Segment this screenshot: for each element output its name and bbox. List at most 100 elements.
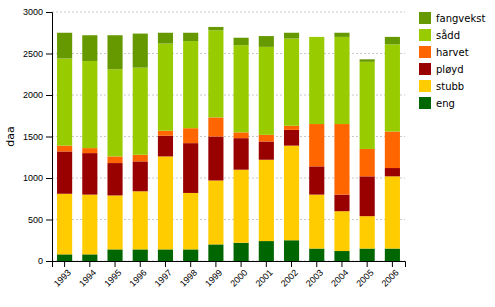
bar xyxy=(360,149,375,176)
x-tick-mark xyxy=(190,261,191,267)
x-tick-label: 2003 xyxy=(304,267,325,288)
bar xyxy=(158,33,173,44)
legend-label: harvet xyxy=(436,47,469,58)
x-tick: 1993 xyxy=(52,261,73,289)
legend-swatch xyxy=(419,97,431,109)
legend-swatch xyxy=(419,80,431,92)
bar xyxy=(334,124,349,195)
legend-label: fangvekst xyxy=(436,13,485,24)
x-tick: 2004 xyxy=(329,261,350,289)
grid-line xyxy=(52,12,405,13)
bar xyxy=(259,47,274,135)
bar xyxy=(158,156,173,249)
bar xyxy=(133,155,148,162)
x-tick: 1998 xyxy=(178,261,199,289)
y-tick-mark xyxy=(46,12,52,13)
bar xyxy=(183,41,198,128)
bar xyxy=(133,249,148,261)
x-tick-label: 1994 xyxy=(77,267,98,288)
bar xyxy=(82,148,97,153)
bar xyxy=(360,59,375,61)
legend-item: pløyd xyxy=(419,63,464,75)
bar xyxy=(107,69,122,156)
bar xyxy=(82,153,97,195)
bar xyxy=(284,146,299,241)
x-tick-label: 2000 xyxy=(228,267,249,288)
bar xyxy=(334,211,349,251)
x-axis: 1993199419951996199719981999200020012002… xyxy=(52,261,406,289)
grid-line xyxy=(52,178,405,179)
bar xyxy=(259,160,274,241)
bar xyxy=(208,244,223,261)
series xyxy=(57,27,400,69)
x-tick-mark xyxy=(165,261,166,267)
bar xyxy=(57,254,72,261)
bar xyxy=(82,195,97,255)
y-tick: 0 xyxy=(38,256,52,266)
legend-item: sådd xyxy=(419,29,460,42)
bar xyxy=(107,249,122,261)
bar xyxy=(360,62,375,149)
x-tick-label: 1998 xyxy=(178,267,199,288)
y-tick: 2500 xyxy=(23,49,52,59)
legend-item: eng xyxy=(419,97,455,109)
y-tick-label: 2500 xyxy=(23,49,43,59)
legend-item: stubb xyxy=(419,80,464,92)
legend-item: harvet xyxy=(419,46,469,58)
x-tick-label: 2001 xyxy=(254,267,275,288)
x-tick-label: 2005 xyxy=(354,267,375,288)
y-axis-title: daa xyxy=(4,126,17,146)
x-tick: 1999 xyxy=(203,261,224,289)
bar xyxy=(309,37,324,124)
bar xyxy=(385,249,400,261)
bar xyxy=(234,243,249,261)
x-tick: 1995 xyxy=(102,261,123,289)
bar xyxy=(107,163,122,195)
x-axis-line xyxy=(53,262,406,268)
bar xyxy=(208,180,223,244)
y-tick-mark xyxy=(46,137,52,138)
y-tick-label: 1500 xyxy=(23,132,43,142)
bar xyxy=(360,216,375,248)
x-tick-mark xyxy=(367,261,368,267)
bar xyxy=(259,36,274,47)
bar xyxy=(234,138,249,170)
x-tick-label: 2002 xyxy=(279,267,300,288)
x-tick-mark xyxy=(241,261,242,267)
x-tick: 1994 xyxy=(77,261,98,289)
x-tick-mark xyxy=(215,261,216,267)
legend-swatch xyxy=(419,63,431,75)
grid-line xyxy=(52,219,405,220)
bar xyxy=(208,30,223,117)
y-tick-label: 1000 xyxy=(23,173,43,183)
y-tick-mark xyxy=(46,220,52,221)
bar xyxy=(385,44,400,131)
x-tick-mark xyxy=(291,261,292,267)
y-tick-mark xyxy=(46,54,52,55)
bar xyxy=(133,68,148,155)
bar xyxy=(334,251,349,261)
bar xyxy=(57,58,72,145)
legend-label: stubb xyxy=(436,81,464,92)
legend-label: eng xyxy=(436,98,455,109)
y-tick-label: 0 xyxy=(38,256,43,266)
x-tick: 2000 xyxy=(228,261,249,289)
legend-label: sådd xyxy=(436,29,460,41)
bar xyxy=(183,33,198,41)
bar xyxy=(208,27,223,30)
y-axis: 050010001500200025003000 xyxy=(23,7,53,266)
bar xyxy=(133,191,148,249)
x-tick-mark xyxy=(392,261,393,267)
x-tick-mark xyxy=(115,261,116,267)
bar xyxy=(234,38,249,45)
x-tick: 2006 xyxy=(380,261,401,289)
bar xyxy=(284,130,299,146)
bar xyxy=(309,166,324,194)
y-tick: 1000 xyxy=(23,173,52,183)
bar xyxy=(107,156,122,163)
bar xyxy=(107,195,122,249)
x-tick: 1996 xyxy=(127,261,148,289)
y-tick-mark xyxy=(46,178,52,179)
bar xyxy=(234,45,249,132)
bar xyxy=(385,168,400,176)
